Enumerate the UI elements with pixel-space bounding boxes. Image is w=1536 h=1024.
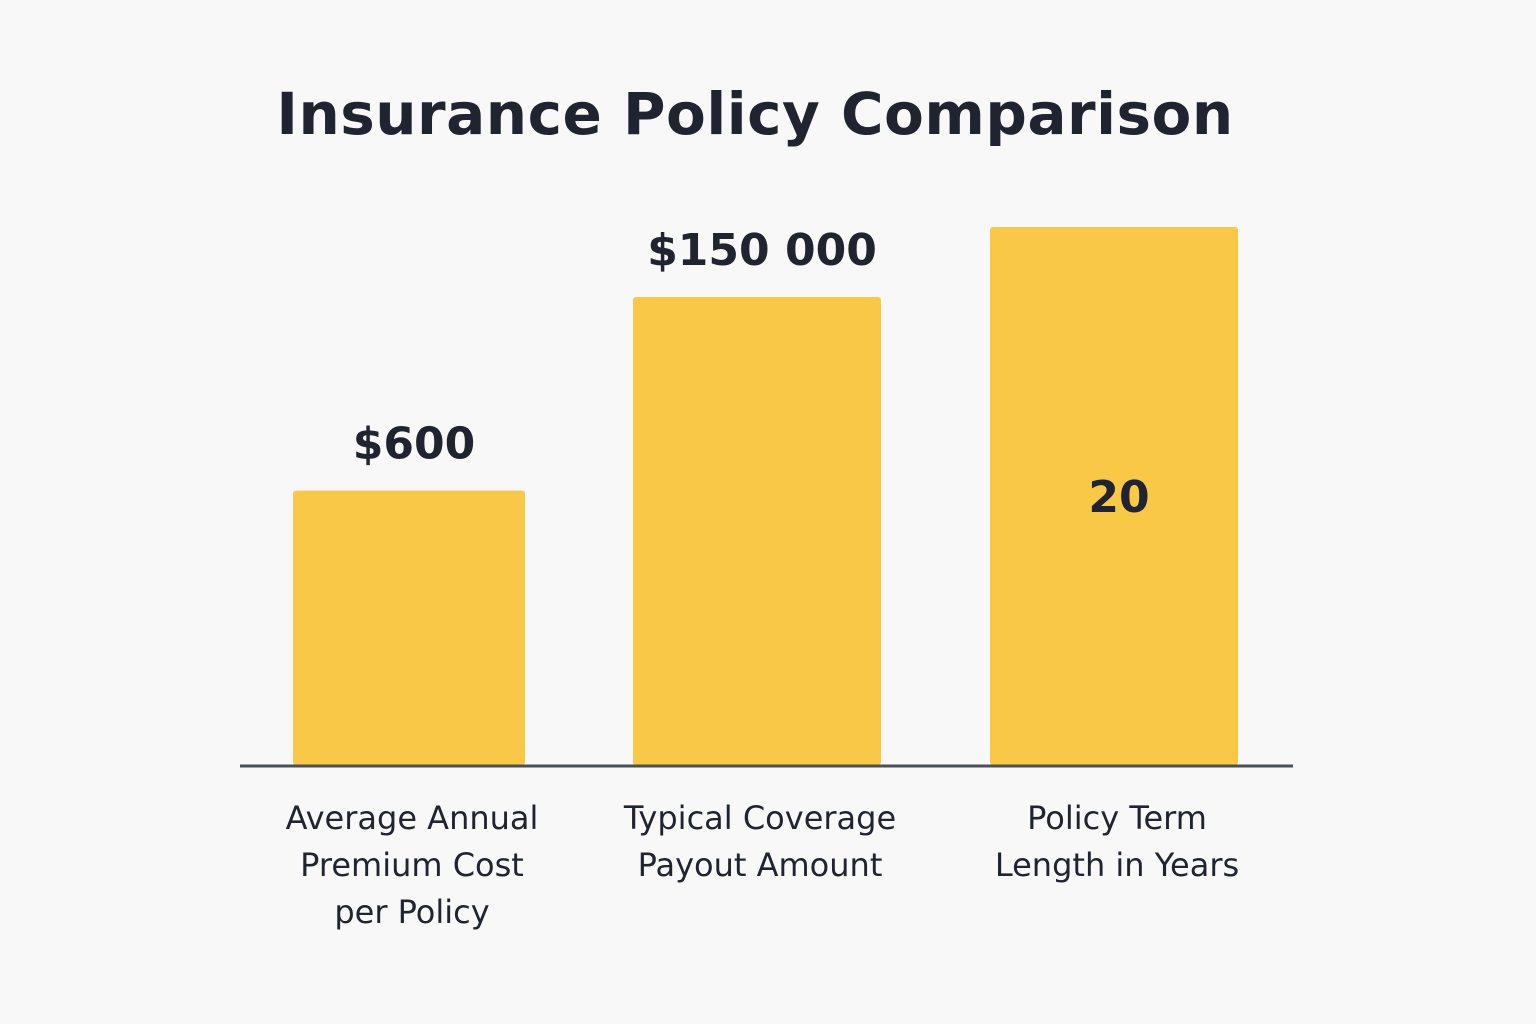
category-label-2: Typical Coverage Payout Amount	[623, 799, 896, 884]
bar-1	[293, 490, 525, 765]
bar-value-label-3: 20	[1088, 472, 1149, 523]
bar-value-label-2: $150 000	[647, 225, 877, 276]
bar-value-label-1: $600	[353, 419, 475, 470]
bar-3	[990, 227, 1238, 765]
category-label-1: Average Annual Premium Cost per Policy	[286, 799, 539, 931]
category-label-3: Policy Term Length in Years	[995, 799, 1239, 884]
bar-2	[633, 296, 881, 765]
chart-title: Insurance Policy Comparison	[276, 80, 1234, 148]
